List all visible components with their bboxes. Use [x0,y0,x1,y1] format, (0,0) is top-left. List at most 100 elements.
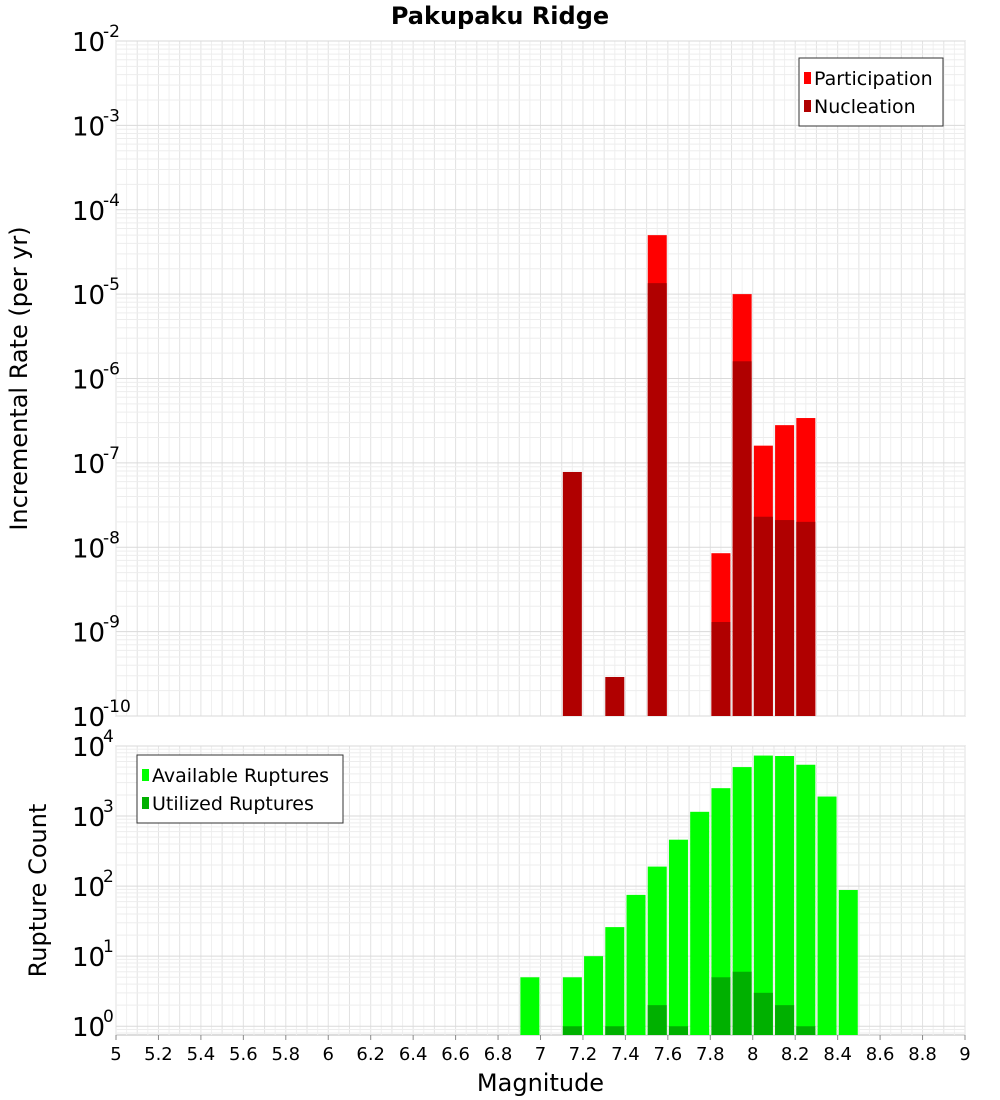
y-tick-exponent: -2 [103,22,120,42]
bar-nucleation [647,283,667,716]
bar-available-ruptures [838,890,858,1035]
y-tick-label: 10 [72,703,105,733]
legend-label: Participation [814,68,933,90]
x-tick-label: 8.8 [908,1044,937,1065]
legend-swatch [142,797,149,809]
y-tick-exponent: 0 [103,1007,114,1027]
bar-available-ruptures [753,755,773,1035]
y-tick-exponent: -10 [103,697,131,717]
count-x-ticks: 5 5.2 5.4 5.6 5.8 6 6.2 6.4 6.6 6.8 7 7.2 7.4 7.6 7.8 8… [110,1035,971,1065]
bar-available-ruptures [817,796,837,1035]
y-tick-exponent: -5 [103,275,120,295]
bar-available-ruptures [796,764,816,1035]
rate-bars [562,235,816,716]
x-tick-label: 6 [323,1044,334,1065]
bar-nucleation [711,622,731,716]
legend-label: Available Ruptures [152,765,329,787]
y-tick-exponent: 1 [103,937,114,957]
bar-available-ruptures [732,767,752,1035]
legend-swatch [804,72,811,84]
x-tick-label: 5.8 [271,1044,300,1065]
bar-utilized-ruptures [668,1026,688,1035]
x-tick-label: 7.4 [611,1044,640,1065]
y-tick-exponent: -4 [103,191,120,211]
bar-nucleation [605,676,625,716]
x-tick-label: 7.2 [569,1044,598,1065]
y-tick-label: 10 [72,197,105,227]
x-tick-label: 5 [110,1044,121,1065]
y-tick-label: 10 [72,803,105,833]
y-tick-label: 10 [72,28,105,58]
count-bars [520,755,858,1035]
bar-available-ruptures [520,977,540,1035]
x-tick-label: 8.4 [823,1044,852,1065]
bar-nucleation [562,471,582,716]
bar-available-ruptures [711,788,731,1035]
bar-nucleation [732,361,752,716]
x-tick-label: 7.6 [654,1044,683,1065]
y-tick-label: 10 [72,873,105,903]
bar-available-ruptures [584,956,604,1035]
rate-legend: Participation Nucleation [798,57,944,127]
legend-swatch [804,100,811,112]
bar-available-ruptures [647,866,667,1035]
y-tick-label: 10 [72,112,105,142]
rate-y-axis-label: Incremental Rate (per yr) [5,226,33,530]
y-tick-label: 10 [72,943,105,973]
x-tick-label: 5.2 [144,1044,173,1065]
legend-box [136,754,344,824]
y-tick-label: 10 [72,281,105,311]
magnitude-x-axis-label: Magnitude [477,1069,604,1097]
y-tick-exponent: -7 [103,444,120,464]
bar-nucleation [775,520,795,716]
bar-nucleation [796,521,816,716]
bar-utilized-ruptures [562,1026,582,1035]
bar-available-ruptures [775,755,795,1035]
x-tick-label: 6.4 [399,1044,428,1065]
x-tick-label: 8.6 [866,1044,895,1065]
legend-label: Utilized Ruptures [152,793,314,815]
x-tick-label: 6.6 [441,1044,470,1065]
y-tick-label: 10 [72,366,105,396]
x-tick-label: 8 [747,1044,758,1065]
y-tick-exponent: 2 [103,867,114,887]
bar-utilized-ruptures [775,1005,795,1035]
bar-utilized-ruptures [647,1005,667,1035]
count-legend: Available Ruptures Utilized Ruptures [136,754,344,824]
y-tick-exponent: -3 [103,106,120,126]
y-tick-label: 10 [72,450,105,480]
x-tick-label: 9 [959,1044,970,1065]
y-tick-label: 10 [72,733,105,763]
bar-nucleation [753,516,773,716]
x-tick-label: 7 [535,1044,546,1065]
bar-utilized-ruptures [605,1026,625,1035]
x-tick-label: 6.8 [484,1044,513,1065]
bar-utilized-ruptures [732,971,752,1035]
y-tick-exponent: -9 [103,613,120,633]
rate-grid [115,40,966,717]
bar-utilized-ruptures [753,992,773,1035]
bar-available-ruptures [605,927,625,1035]
x-tick-label: 8.2 [781,1044,810,1065]
y-tick-label: 10 [72,1013,105,1043]
y-tick-exponent: 3 [103,797,114,817]
bar-available-ruptures [690,811,710,1035]
chart-title: Pakupaku Ridge [391,2,609,30]
x-tick-label: 5.4 [187,1044,216,1065]
y-tick-exponent: -8 [103,528,120,548]
y-tick-label: 10 [72,534,105,564]
x-tick-label: 6.2 [356,1044,385,1065]
legend-box [798,57,944,127]
bar-available-ruptures [668,839,688,1035]
legend-label: Nucleation [814,96,916,118]
y-tick-exponent: -6 [103,360,120,380]
y-tick-label: 10 [72,619,105,649]
bar-utilized-ruptures [711,977,731,1035]
x-tick-label: 7.8 [696,1044,725,1065]
bar-available-ruptures [562,977,582,1035]
